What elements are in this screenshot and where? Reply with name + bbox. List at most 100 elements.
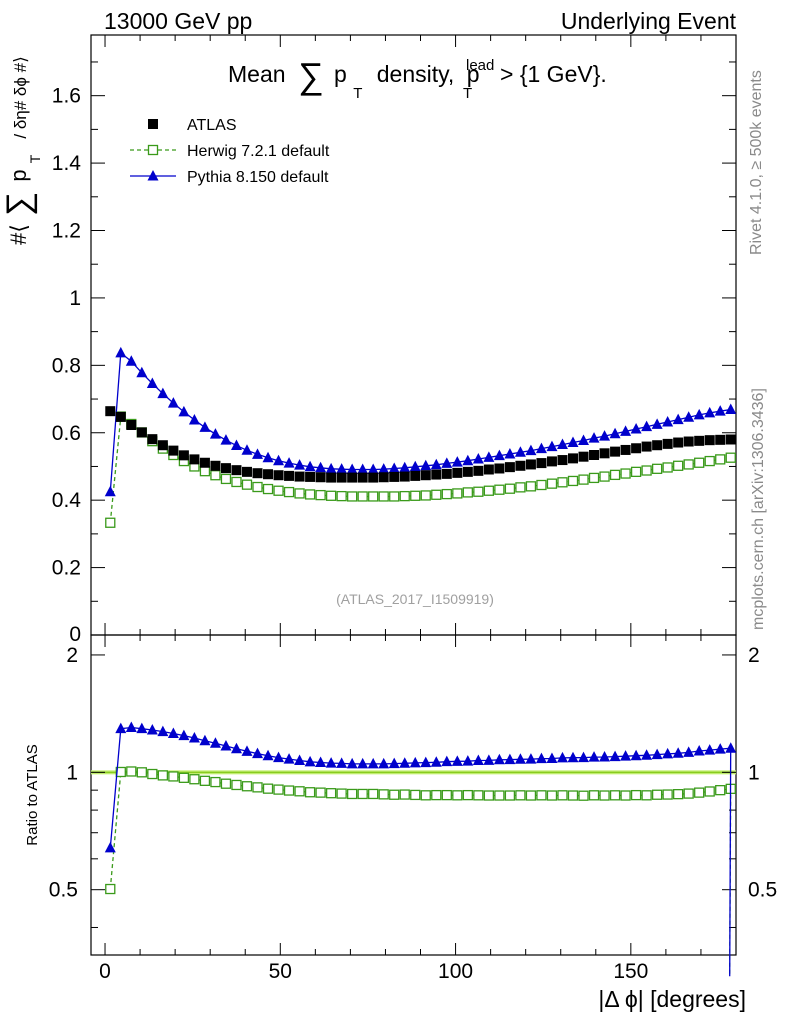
atlas-point: [148, 119, 158, 129]
herwig-point: [105, 883, 116, 895]
pythia-point: [378, 757, 390, 769]
atlas-point: [452, 467, 463, 478]
pythia-point: [514, 753, 526, 764]
pythia-point: [399, 757, 411, 768]
herwig-point: [599, 790, 610, 801]
pythia-point: [241, 444, 253, 455]
pythia-point: [304, 755, 316, 767]
herwig-point: [231, 779, 242, 791]
pythia-point: [346, 463, 358, 474]
title-density: density,: [377, 61, 455, 87]
pythia-point: [409, 756, 421, 768]
herwig-point: [420, 490, 431, 501]
atlas-point: [725, 434, 736, 445]
pythia-point: [304, 460, 316, 472]
title-threshold: > {1 GeV}.: [500, 61, 607, 87]
pythia-point: [462, 755, 474, 766]
herwig-point: [199, 775, 211, 786]
herwig-point: [620, 790, 631, 801]
ylabel-sum: ∑: [0, 192, 38, 216]
pythia-point: [188, 731, 200, 743]
pythia-point: [252, 448, 264, 459]
atlas-point: [115, 411, 126, 422]
atlas-point: [431, 469, 442, 480]
ylabel-open: #⟨: [6, 224, 31, 245]
herwig-point: [715, 785, 726, 796]
atlas-point: [105, 406, 116, 417]
pythia-point: [504, 753, 516, 765]
herwig-point: [378, 789, 389, 800]
pythia-point: [136, 722, 148, 734]
y-tick-label: 1.4: [52, 152, 82, 175]
pythia-point: [115, 722, 127, 734]
atlas-point: [420, 470, 431, 481]
pythia-point: [336, 463, 348, 474]
atlas-point: [652, 440, 663, 451]
herwig-point: [620, 468, 631, 479]
herwig-point: [378, 491, 389, 502]
legend-label-herwig: Herwig 7.2.1 default: [187, 143, 330, 160]
herwig-point: [525, 790, 537, 801]
herwig-point: [609, 790, 621, 801]
herwig-point: [294, 786, 305, 797]
ratio-reference-band: [91, 770, 736, 775]
herwig-point: [210, 776, 221, 788]
herwig-point: [273, 485, 284, 496]
pythia-point: [430, 756, 442, 767]
herwig-point: [494, 484, 505, 495]
herwig-point: [168, 771, 179, 782]
atlas-point: [631, 443, 642, 454]
herwig-point: [115, 766, 126, 778]
pythia-point: [672, 413, 684, 425]
atlas-point: [704, 435, 715, 446]
chart-title: Mean ∑ p T density, p: [228, 55, 480, 103]
herwig-point: [567, 790, 579, 801]
atlas-point: [157, 440, 168, 451]
pythia-point: [199, 734, 211, 746]
herwig-point: [515, 790, 526, 801]
pythia-point: [451, 456, 463, 467]
herwig-point: [536, 479, 547, 491]
herwig-point: [220, 473, 232, 485]
ratio-tick-label-left: 2: [66, 644, 78, 667]
herwig-point: [241, 781, 253, 792]
herwig-point: [420, 790, 431, 801]
herwig-point: [504, 483, 516, 494]
herwig-point: [126, 766, 137, 777]
x-tick-label: 100: [438, 960, 473, 983]
pythia-point: [693, 745, 705, 756]
title-sum-symbol: ∑: [298, 55, 324, 96]
herwig-point: [136, 767, 147, 778]
herwig-point: [304, 787, 316, 798]
x-axis-label: |Δ ϕ| [degrees]: [598, 986, 746, 1012]
pythia-point: [514, 446, 526, 457]
ratio-tick-label-right: 2: [748, 644, 760, 667]
atlas-point: [252, 468, 263, 479]
herwig-point: [641, 465, 652, 476]
herwig-point: [336, 788, 347, 799]
pythia-point: [388, 757, 400, 769]
atlas-point: [210, 460, 221, 471]
herwig-point: [294, 488, 305, 499]
pythia-point: [336, 757, 348, 768]
legend: ATLAS Herwig 7.2.1 default Pythia 8.150 de…: [130, 117, 330, 186]
pythia-point: [630, 423, 642, 434]
pythia-point: [472, 453, 484, 464]
herwig-point: [704, 786, 715, 797]
herwig-point: [651, 789, 663, 800]
pythia-point: [504, 447, 516, 459]
herwig-point: [157, 770, 169, 781]
pythia-point: [651, 748, 663, 760]
herwig-point: [641, 790, 652, 801]
pythia-point: [315, 461, 327, 473]
atlas-point: [357, 472, 368, 483]
herwig-point: [273, 784, 284, 795]
pythia-point: [283, 753, 295, 764]
atlas-point: [683, 436, 694, 447]
atlas-point: [241, 466, 252, 477]
pythia-point: [546, 752, 558, 764]
herwig-point: [325, 490, 337, 501]
atlas-point: [126, 420, 137, 430]
pythia-point: [620, 425, 632, 436]
herwig-point: [199, 466, 211, 477]
